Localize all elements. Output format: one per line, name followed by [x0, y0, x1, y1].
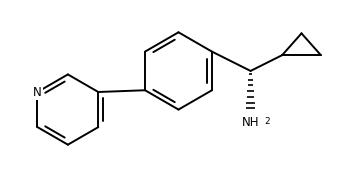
Text: 2: 2: [264, 117, 270, 126]
Text: NH: NH: [242, 116, 259, 129]
Text: N: N: [33, 86, 42, 98]
